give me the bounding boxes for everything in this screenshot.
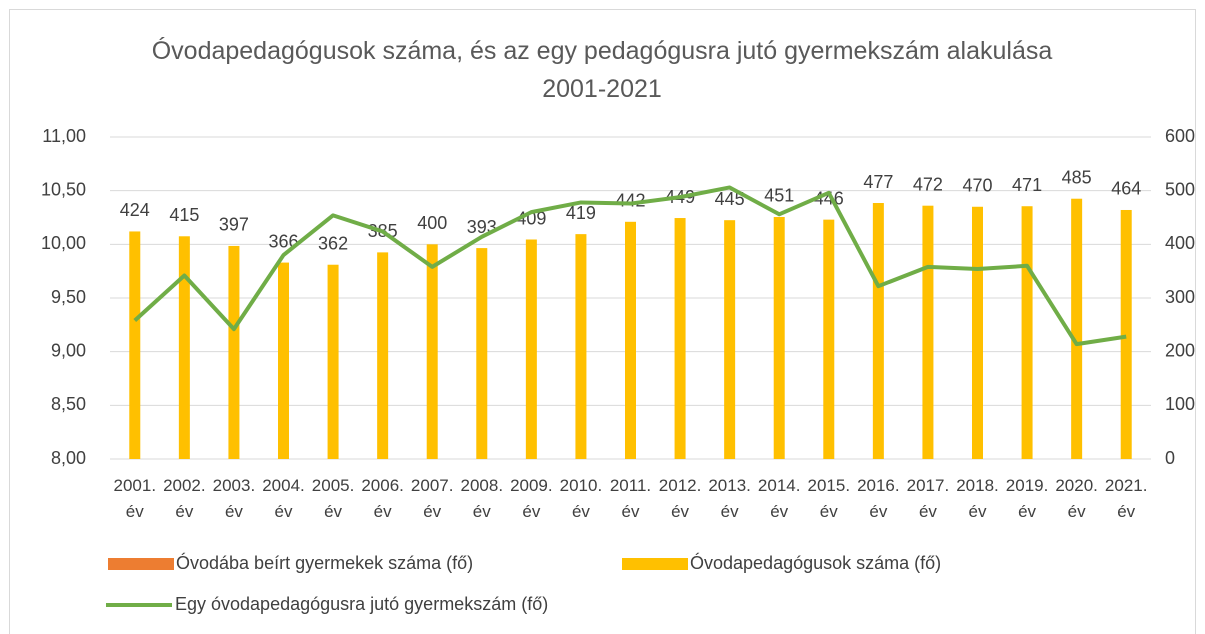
data-label: 397 <box>219 215 249 235</box>
bar <box>327 264 339 459</box>
bar <box>625 221 636 459</box>
bar <box>377 252 389 459</box>
bar <box>129 231 141 459</box>
x-tick-label: 2020. év <box>1055 476 1098 521</box>
bar <box>724 220 736 459</box>
y-tick-label: 10,50 <box>41 179 86 199</box>
bar <box>674 218 686 459</box>
x-tick-label: 2017. év <box>906 476 950 521</box>
y2-tick-label: 100 <box>1165 394 1195 414</box>
x-tick-label: 2004. év <box>262 476 305 521</box>
data-label: 424 <box>120 200 150 220</box>
y2-tick-label: 0 <box>1165 448 1175 468</box>
bar <box>1120 209 1132 459</box>
x-tick-label: 2005. év <box>311 476 355 521</box>
data-label: 445 <box>715 189 745 209</box>
bar <box>922 205 934 459</box>
bar <box>972 206 983 459</box>
data-label: 393 <box>467 217 497 237</box>
legend-swatch <box>622 558 688 570</box>
bar <box>773 216 785 459</box>
x-tick-label: 2007. év <box>410 476 454 521</box>
data-label: 451 <box>764 186 794 206</box>
x-tick-label: 2013. év <box>708 476 751 521</box>
bar <box>228 245 240 459</box>
bar <box>278 262 289 459</box>
x-tick-label: 2001. év <box>113 476 157 521</box>
bar <box>178 236 190 459</box>
x-tick-label: 2014. év <box>757 476 801 521</box>
bar <box>1021 206 1033 459</box>
data-label: 419 <box>566 203 596 223</box>
x-tick-label: 2012. év <box>658 476 702 521</box>
bar <box>872 203 884 459</box>
bar <box>476 248 488 459</box>
y-tick-label: 9,00 <box>51 340 86 360</box>
line <box>133 185 1127 347</box>
chart-border <box>9 9 1196 634</box>
data-label: 409 <box>516 208 546 228</box>
x-tick-label: 2010. év <box>559 476 603 521</box>
data-label: 442 <box>615 191 645 211</box>
data-label: 362 <box>318 233 348 253</box>
data-label: 415 <box>169 205 199 225</box>
x-tick-label: 2003. év <box>212 476 256 521</box>
y-tick-label: 10,00 <box>41 233 86 253</box>
y2-tick-label: 200 <box>1165 340 1195 360</box>
data-label: 472 <box>913 174 943 194</box>
bar <box>1071 198 1083 459</box>
bar <box>575 234 587 459</box>
chart-title: Óvodapedagógusok száma, és az egy pedagó… <box>151 37 1053 103</box>
y2-tick-label: 300 <box>1165 287 1195 307</box>
x-tick-label: 2006. év <box>361 476 404 521</box>
x-tick-label: 2018. év <box>956 476 999 521</box>
x-tick-label: 2011. év <box>609 476 652 521</box>
data-label: 464 <box>1111 179 1141 199</box>
bar <box>426 244 438 459</box>
y2-tick-label: 500 <box>1165 179 1195 199</box>
y-tick-label: 9,50 <box>51 287 86 307</box>
legend-label: Egy óvodapedagógusra jutó gyermekszám (f… <box>175 594 548 614</box>
data-label: 485 <box>1062 167 1092 187</box>
x-tick-label: 2015. év <box>807 476 851 521</box>
x-tick-label: 2016. év <box>857 476 900 521</box>
legend-swatch <box>108 558 174 570</box>
data-label: 400 <box>417 213 447 233</box>
y-tick-label: 8,00 <box>51 448 86 468</box>
data-label: 366 <box>268 231 298 251</box>
x-tick-label: 2019. év <box>1005 476 1049 521</box>
data-label: 477 <box>863 172 893 192</box>
y-tick-label: 11,00 <box>42 126 86 146</box>
y2-tick-label: 400 <box>1165 233 1195 253</box>
y-tick-label: 8,50 <box>51 394 86 414</box>
legend-label: Óvodába beírt gyermekek száma (fő) <box>176 552 473 573</box>
x-tick-label: 2008. év <box>460 476 504 521</box>
y2-tick-label: 600 <box>1165 126 1195 146</box>
bar <box>823 219 835 459</box>
legend-label: Óvodapedagógusok száma (fő) <box>690 552 941 573</box>
data-label: 471 <box>1012 175 1042 195</box>
data-label: 470 <box>962 176 992 196</box>
bar <box>525 239 537 459</box>
x-tick-label: 2002. év <box>163 476 206 521</box>
x-tick-label: 2009. év <box>510 476 553 521</box>
x-tick-label: 2021. év <box>1104 476 1148 521</box>
